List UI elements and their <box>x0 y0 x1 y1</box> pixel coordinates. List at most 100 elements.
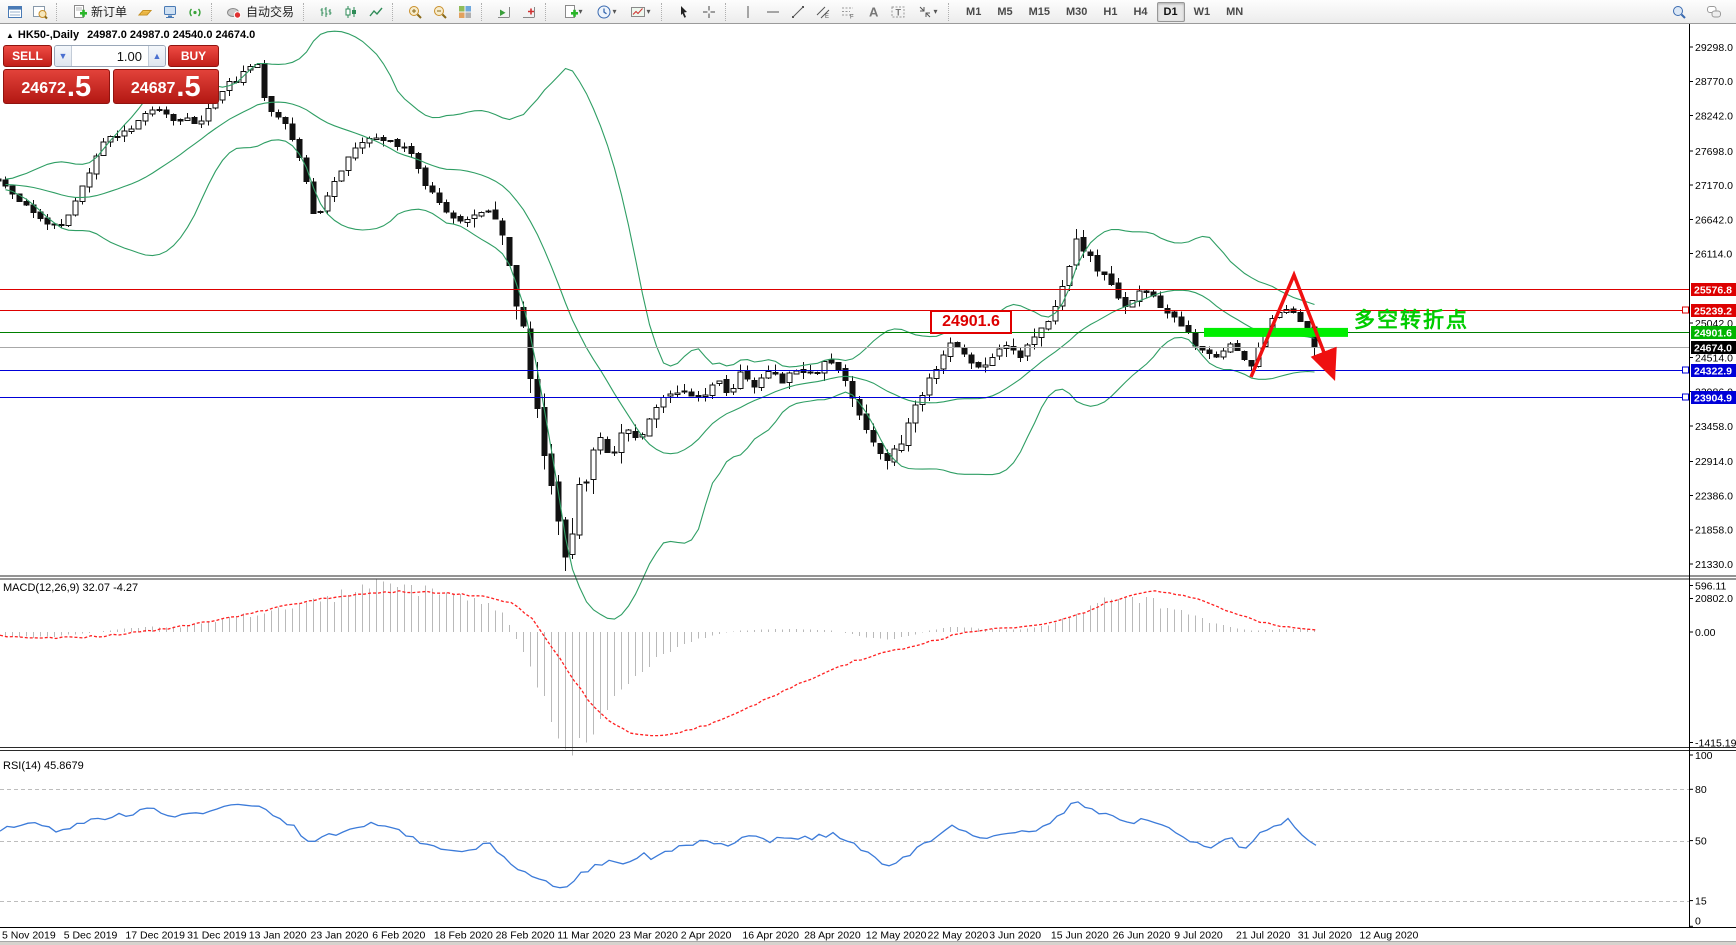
svg-text:16 Apr 2020: 16 Apr 2020 <box>742 930 799 942</box>
chevron-down-icon: ▾ <box>578 7 583 16</box>
svg-text:29298.0: 29298.0 <box>1695 42 1733 54</box>
horizontal-price-lines[interactable] <box>0 289 1689 401</box>
new-order-icon <box>74 4 87 18</box>
text-tool-button[interactable]: A <box>860 1 885 22</box>
auto-trading-button[interactable]: 自动交易 <box>221 1 299 22</box>
volume-input[interactable] <box>72 47 148 65</box>
fibonacci-icon: F <box>841 7 854 20</box>
timeframe-button-m5[interactable]: M5 <box>990 2 1019 22</box>
sell-button[interactable]: SELL <box>3 45 52 67</box>
templates-button[interactable]: ▾ <box>623 1 657 22</box>
timeframe-button-mn[interactable]: MN <box>1219 2 1250 22</box>
chart-preview-button[interactable] <box>27 1 52 22</box>
svg-text:24901.6: 24901.6 <box>1694 327 1732 339</box>
trendline-tool-button[interactable] <box>785 1 810 22</box>
toolbar-grip <box>725 2 732 21</box>
volume-increase-button[interactable]: ▲ <box>148 46 165 66</box>
candlesticks <box>0 59 1318 571</box>
volume-decrease-button[interactable]: ▼ <box>55 46 72 66</box>
svg-text:24322.9: 24322.9 <box>1694 365 1732 377</box>
pivot-annotation-text[interactable]: 多空转折点 <box>1354 309 1469 332</box>
price-line-labels: 25576.8 25239.2 24901.6 24674.0 24322.9 23904… <box>1691 283 1736 404</box>
cursor-tool-button[interactable] <box>671 1 696 22</box>
svg-text:12 Aug 2020: 12 Aug 2020 <box>1359 930 1418 942</box>
market-watch-icon <box>7 5 22 18</box>
chevron-down-icon: ▾ <box>933 7 938 16</box>
svg-text:31 Jul 2020: 31 Jul 2020 <box>1298 930 1352 942</box>
chart-canvas[interactable]: 29298.0 28770.0 28242.0 27698.0 27170.0 26642… <box>0 24 1736 945</box>
toolbar-grip <box>481 2 488 21</box>
svg-text:20802.0: 20802.0 <box>1695 593 1733 605</box>
line-chart-icon <box>368 7 383 16</box>
svg-text:T: T <box>895 7 901 17</box>
panel-separators[interactable] <box>0 24 1736 928</box>
zoom-out-button[interactable] <box>427 1 452 22</box>
timeframe-button-h1[interactable]: H1 <box>1096 2 1124 22</box>
timeframe-button-w1[interactable]: W1 <box>1187 2 1218 22</box>
line-chart-mode-button[interactable] <box>363 1 388 22</box>
rsi-line <box>0 801 1317 889</box>
new-order-button[interactable]: 新订单 <box>66 1 132 22</box>
svg-text:18 Feb 2020: 18 Feb 2020 <box>434 930 493 942</box>
trade-panel-toggle-icon[interactable]: ▲ <box>6 31 14 40</box>
timeframe-button-h4[interactable]: H4 <box>1126 2 1154 22</box>
arrows-tool-button[interactable]: ▾ <box>910 1 944 22</box>
auto-trading-label: 自动交易 <box>246 5 295 19</box>
toolbar-grip <box>661 2 668 21</box>
price-callout-label[interactable]: 24901.6 <box>930 310 1012 334</box>
chat-button[interactable] <box>1701 1 1726 22</box>
svg-text:15 Jun 2020: 15 Jun 2020 <box>1051 930 1109 942</box>
price-axis-ticks[interactable]: 29298.0 28770.0 28242.0 27698.0 27170.0 26642… <box>1689 42 1733 605</box>
bar-chart-mode-button[interactable] <box>313 1 338 22</box>
vertical-line-tool-button[interactable] <box>735 1 760 22</box>
profiles-button[interactable]: ▾ <box>589 1 623 22</box>
svg-text:6 Feb 2020: 6 Feb 2020 <box>372 930 425 942</box>
svg-text:27170.0: 27170.0 <box>1695 180 1733 192</box>
macd-signal-line <box>0 590 1317 737</box>
volume-stepper: ▼ ▲ <box>54 45 166 67</box>
crosshair-tool-button[interactable] <box>696 1 721 22</box>
svg-text:23 Jan 2020: 23 Jan 2020 <box>311 930 369 942</box>
horizontal-line-tool-button[interactable] <box>760 1 785 22</box>
sell-price-display[interactable]: 24672.5 <box>3 69 110 104</box>
svg-text:22386.0: 22386.0 <box>1695 490 1733 502</box>
svg-text:21330.0: 21330.0 <box>1695 559 1733 571</box>
timeframe-button-m15[interactable]: M15 <box>1022 2 1057 22</box>
timeframe-button-m1[interactable]: M1 <box>959 2 988 22</box>
candlestick-mode-button[interactable] <box>338 1 363 22</box>
tile-windows-button[interactable] <box>452 1 477 22</box>
toolbar-grip <box>211 2 218 21</box>
rsi-level-lines <box>0 789 1689 902</box>
equidistant-channel-icon: E <box>816 6 829 20</box>
chat-icon <box>1706 5 1721 17</box>
text-label-tool-button[interactable]: T <box>885 1 910 22</box>
macd-values: 32.07 -4.27 <box>82 582 139 594</box>
pivot-highlight-bar[interactable] <box>1204 327 1348 337</box>
deposit-button[interactable] <box>132 1 157 22</box>
new-chart-button[interactable]: ▾ <box>555 1 589 22</box>
buy-price-display[interactable]: 24687.5 <box>112 69 219 104</box>
svg-text:28770.0: 28770.0 <box>1695 76 1733 88</box>
svg-text:24674.0: 24674.0 <box>1694 342 1732 354</box>
trend-arrow[interactable] <box>1249 270 1337 382</box>
toolbar-grip <box>303 2 310 21</box>
terminal-button[interactable] <box>157 1 182 22</box>
timeframe-button-d1[interactable]: D1 <box>1156 1 1185 22</box>
tile-windows-icon <box>458 5 471 18</box>
zoom-in-button[interactable] <box>402 1 427 22</box>
channel-tool-button[interactable]: E <box>810 1 835 22</box>
clock-icon <box>597 5 611 18</box>
svg-text:100: 100 <box>1695 750 1713 762</box>
svg-text:25239.2: 25239.2 <box>1694 305 1732 317</box>
market-watch-button[interactable] <box>2 1 27 22</box>
search-button[interactable] <box>1666 1 1691 22</box>
chart-window[interactable]: 29298.0 28770.0 28242.0 27698.0 27170.0 26642… <box>0 24 1736 945</box>
signals-button[interactable] <box>182 1 207 22</box>
timeframe-button-m30[interactable]: M30 <box>1059 2 1094 22</box>
auto-scroll-button[interactable] <box>491 1 516 22</box>
buy-button[interactable]: BUY <box>168 45 219 67</box>
auto-scroll-icon <box>497 6 510 18</box>
fibonacci-tool-button[interactable]: F <box>835 1 860 22</box>
date-axis-labels[interactable]: 5 Nov 2019 5 Dec 2019 17 Dec 2019 31 Dec 20… <box>2 930 1419 942</box>
chart-shift-button[interactable] <box>516 1 541 22</box>
